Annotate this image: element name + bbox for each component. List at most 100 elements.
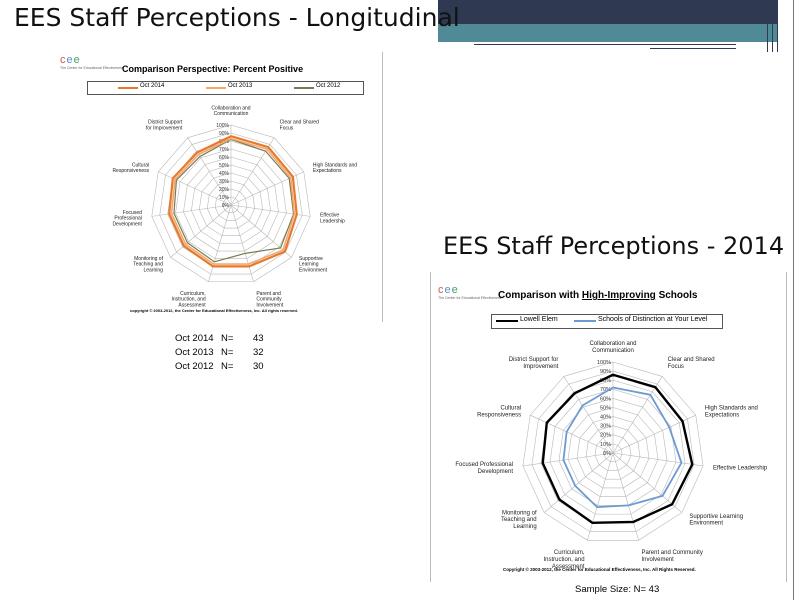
grid-spoke: [612, 376, 663, 454]
series-line: [541, 373, 694, 525]
tick-label: 30%: [219, 179, 230, 185]
chart1-copyright: copyright © 2003-2012, the Center for Ed…: [130, 308, 298, 313]
sample-size-label: Sample Size: N= 43: [575, 584, 660, 595]
grid-spoke: [563, 376, 614, 454]
tick-label: 20%: [219, 187, 230, 193]
n-row-label: Oct 2014: [175, 333, 214, 344]
axis-label: Collaboration and Communication: [211, 105, 250, 117]
axis-label: Supportive Learning Environment: [299, 256, 328, 274]
grid-spoke: [230, 204, 311, 217]
chart2-title-prefix: Comparison with: [498, 290, 582, 301]
grid-ring: [567, 407, 659, 497]
axis-label: Cultural Responsiveness: [112, 162, 149, 174]
grid-spoke: [612, 452, 639, 541]
grid-ring: [199, 172, 263, 237]
grid-spoke: [230, 204, 254, 282]
grid-ring: [214, 188, 248, 221]
tick-label: 30%: [600, 424, 611, 430]
n-row: Oct 2012 N= 30: [175, 360, 264, 374]
tick-label: 70%: [600, 387, 611, 393]
chart2-legend: Lowell Elem Schools of Distinction at Yo…: [491, 314, 723, 329]
axis-label: Focused Professional Development: [112, 210, 142, 228]
axis-label: Effective Leadership: [320, 213, 345, 225]
grid-ring: [151, 124, 311, 283]
chart2-title: Comparison with High-Improving Schools: [498, 290, 697, 301]
series-line: [170, 137, 296, 265]
axis-label: District Support for Improvement: [146, 120, 183, 132]
series-line: [168, 135, 298, 268]
legend-label-oct-2014: Oct 2014: [140, 83, 165, 89]
grid-spoke: [187, 137, 232, 206]
grid-spoke: [544, 452, 614, 513]
cee-logo: cee The Center for Educational Effective…: [60, 54, 124, 70]
axis-label: Monitoring of Teaching and Learning: [133, 256, 163, 274]
axis-label: Focused Professional Development: [455, 462, 513, 475]
axis-label: Clear and Shared Focus: [280, 120, 319, 132]
slide-title-2014: EES Staff Perceptions - 2014: [443, 232, 785, 260]
tick-label: 10%: [600, 442, 611, 448]
tick-label: 60%: [219, 155, 230, 161]
chart2-title-suffix: Schools: [655, 290, 698, 301]
grid-ring: [594, 434, 632, 471]
axis-label: High Standards and Expectations: [313, 162, 357, 174]
axis-label: District Support for Improvement: [509, 357, 559, 370]
axis-label: Monitoring of Teaching and Learning: [501, 510, 537, 530]
n-row-value: 30: [253, 361, 264, 372]
tick-label: 100%: [597, 360, 611, 366]
grid-ring: [222, 196, 240, 213]
logo-subtitle: The Center for Educational Effectiveness: [60, 66, 124, 70]
tick-label: 40%: [600, 415, 611, 421]
grid-spoke: [612, 452, 704, 467]
tick-label: 80%: [600, 378, 611, 384]
corner-rule-2: [772, 0, 773, 52]
tick-label: 40%: [219, 171, 230, 177]
axis-label: Parent and Community Involvement: [641, 550, 702, 563]
corner-rule-3: [777, 0, 778, 52]
grid-spoke: [612, 452, 682, 513]
axis-label: Cultural Responsiveness: [477, 406, 521, 419]
legend-label-schools-of-distinction: Schools of Distinction at Your Level: [598, 316, 708, 323]
logo-letters: cee: [438, 284, 459, 296]
comparison-chart-panel: cee The Center for Educational Effective…: [430, 272, 787, 582]
n-row-eq: N=: [221, 361, 234, 372]
legend-label-oct-2012: Oct 2012: [316, 83, 341, 89]
chart2-copyright: Copyright © 2003-2012, the Center for Ed…: [503, 567, 696, 572]
legend-swatch-oct-2014: [118, 87, 138, 89]
grid-spoke: [158, 171, 232, 206]
grid-spoke: [230, 171, 304, 206]
header-accent-line: [474, 44, 736, 45]
logo-subtitle: The Center for Educational Effectiveness: [438, 296, 502, 300]
corner-rule-1: [767, 0, 768, 52]
chart2-title-underlined: High-Improving: [581, 290, 656, 301]
chart1-legend: Oct 2014 Oct 2013 Oct 2012: [87, 81, 364, 95]
grid-spoke: [522, 452, 614, 467]
grid-ring: [522, 361, 704, 541]
logo-letters: cee: [60, 54, 81, 66]
chart1-title: Comparison Perspective: Percent Positive: [122, 64, 304, 74]
grid-spoke: [208, 204, 232, 282]
tick-label: 50%: [219, 163, 230, 169]
tick-label: 100%: [216, 123, 229, 129]
tick-label: 0%: [603, 451, 611, 457]
n-row-eq: N=: [221, 333, 234, 344]
tick-label: 20%: [600, 433, 611, 439]
cee-logo: cee The Center for Educational Effective…: [438, 284, 502, 300]
axis-label: Effective Leadership: [713, 465, 768, 471]
tick-label: 90%: [600, 369, 611, 375]
axis-label: Clear and Shared Focus: [668, 357, 715, 370]
legend-label-oct-2013: Oct 2013: [228, 83, 253, 89]
grid-ring: [191, 164, 271, 244]
grid-ring: [159, 132, 303, 275]
grid-spoke: [230, 204, 292, 258]
right-edge-rule: [793, 0, 794, 600]
n-row-label: Oct 2013: [175, 347, 214, 358]
grid-ring: [603, 443, 623, 463]
n-row: Oct 2014 N= 43: [175, 332, 264, 346]
header-teal-bar: [438, 24, 778, 42]
n-row-value: 43: [253, 333, 264, 344]
legend-swatch-lowell-elem: [496, 320, 518, 322]
grid-ring: [531, 370, 695, 532]
axis-label: High Standards and Expectations: [705, 406, 758, 419]
axis-label: Supportive Learning Environment: [689, 514, 743, 527]
tick-label: 0%: [222, 203, 230, 209]
